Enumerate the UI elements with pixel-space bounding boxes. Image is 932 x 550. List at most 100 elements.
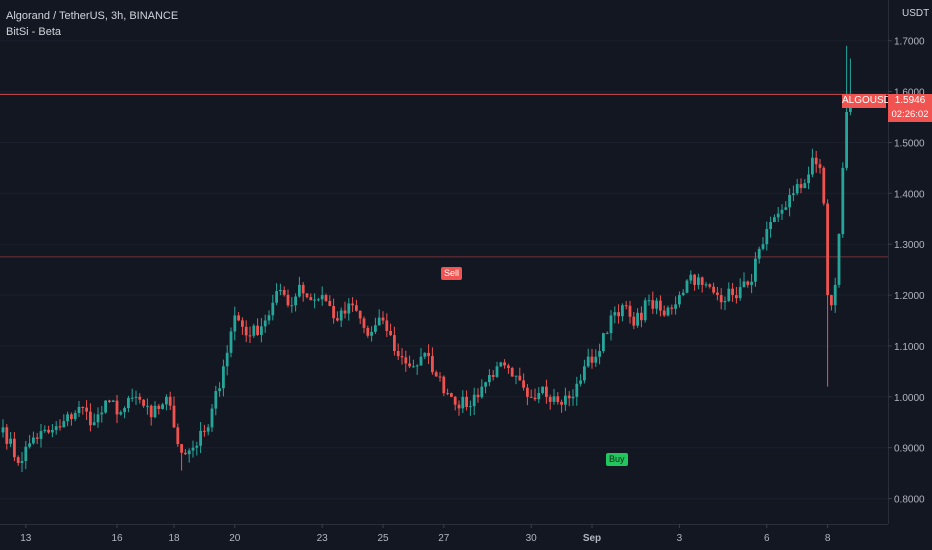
candle-body	[545, 386, 548, 397]
candle-body	[681, 292, 685, 296]
candle-body	[822, 167, 826, 204]
candle-body	[469, 406, 472, 408]
candle-body	[624, 305, 628, 307]
candle-body	[472, 394, 476, 407]
candle-body	[237, 315, 240, 321]
candle-body	[647, 300, 651, 302]
candle-body	[77, 406, 81, 413]
candle-body	[662, 310, 666, 316]
candle-body	[594, 356, 598, 363]
candle-body	[282, 289, 286, 295]
candle-body	[533, 397, 537, 400]
candle-body	[138, 396, 142, 400]
time-axis[interactable]: 13 16 18 20 23 25 27 30 Sep 3 6 8	[20, 524, 831, 544]
candle-body	[267, 315, 271, 321]
candle-body	[499, 362, 503, 367]
candle-body	[833, 284, 837, 306]
symbol-price-tag: ALGOUSDT	[842, 94, 898, 108]
candle-body	[666, 307, 670, 316]
axis-unit-label[interactable]: USDT	[902, 8, 930, 19]
candle-body	[560, 401, 563, 405]
candle-body	[727, 288, 731, 302]
candle-body	[609, 315, 613, 334]
candle-body	[248, 335, 252, 337]
candle-body	[427, 352, 430, 357]
candle-body	[552, 396, 556, 402]
candle-body	[780, 209, 784, 214]
candle-body	[621, 305, 624, 317]
candle-body	[70, 414, 73, 420]
candle-body	[697, 277, 700, 285]
time-tick-label: 13	[20, 533, 32, 544]
price-tick-label: 1.6000	[894, 88, 925, 99]
price-tick-label: 1.4000	[894, 189, 925, 200]
candle-body	[465, 396, 468, 407]
time-tick-label: 23	[317, 533, 329, 544]
candle-body	[495, 366, 499, 377]
candle-body	[336, 318, 339, 321]
candle-body	[301, 284, 305, 294]
candle-body	[586, 356, 590, 367]
candle-body	[716, 292, 719, 296]
candle-body	[830, 295, 833, 306]
candle-body	[355, 305, 358, 311]
candle-body	[659, 300, 662, 311]
candle-body	[256, 325, 259, 335]
candle-body	[617, 312, 620, 317]
candle-body	[837, 234, 841, 285]
candle-body	[434, 372, 438, 377]
candle-body	[241, 320, 244, 327]
price-tick-label: 1.1000	[894, 342, 925, 353]
symbol-title[interactable]: Algorand / TetherUS, 3h, BINANCE	[6, 10, 179, 22]
candle-body	[742, 281, 746, 288]
time-tick-label: 27	[438, 533, 450, 544]
candle-body	[252, 325, 256, 336]
candle-body	[605, 333, 609, 335]
candle-body	[28, 443, 31, 447]
candle-body	[324, 295, 328, 301]
candle-body	[689, 274, 693, 281]
candle-body	[225, 352, 229, 367]
time-tick-label: 18	[168, 533, 180, 544]
candle-body	[651, 300, 655, 309]
candle-body	[776, 213, 780, 218]
candle-body	[286, 294, 290, 306]
candle-body	[142, 399, 145, 406]
candle-body	[419, 356, 423, 366]
candle-body	[260, 326, 263, 335]
candle-body	[769, 221, 772, 230]
candle-body	[719, 295, 723, 303]
candle-body	[184, 452, 187, 455]
time-tick-label: 6	[764, 533, 770, 544]
candle-body	[757, 248, 761, 259]
price-axis[interactable]: 0.8000 0.9000 1.0000 1.1000 1.2000 1.3000 1.40…	[888, 37, 925, 506]
candle-body	[66, 414, 69, 422]
candle-body	[567, 395, 571, 399]
indicator-title[interactable]: BitSi - Beta	[6, 26, 62, 38]
candle-body	[332, 306, 335, 319]
candle-body	[13, 438, 16, 458]
price-tick-label: 1.7000	[894, 37, 925, 48]
candle-body	[339, 310, 343, 321]
price-tick-label: 0.8000	[894, 495, 925, 506]
candle-body	[818, 164, 822, 168]
candle-body	[700, 277, 704, 285]
candle-body	[723, 301, 727, 303]
candle-body	[157, 405, 161, 409]
candle-body	[438, 376, 442, 378]
candle-body	[51, 430, 54, 433]
candle-body	[309, 297, 313, 301]
candle-body	[446, 393, 449, 395]
candle-body	[484, 382, 487, 387]
candle-body	[210, 408, 214, 428]
candle-body	[564, 395, 567, 405]
candle-body	[176, 427, 180, 445]
candle-body	[370, 331, 373, 336]
candle-body	[396, 351, 400, 357]
candle-body	[628, 305, 632, 317]
candle-body	[841, 167, 845, 235]
candle-body	[271, 302, 275, 316]
candle-body	[541, 386, 544, 394]
candle-body	[195, 445, 199, 448]
